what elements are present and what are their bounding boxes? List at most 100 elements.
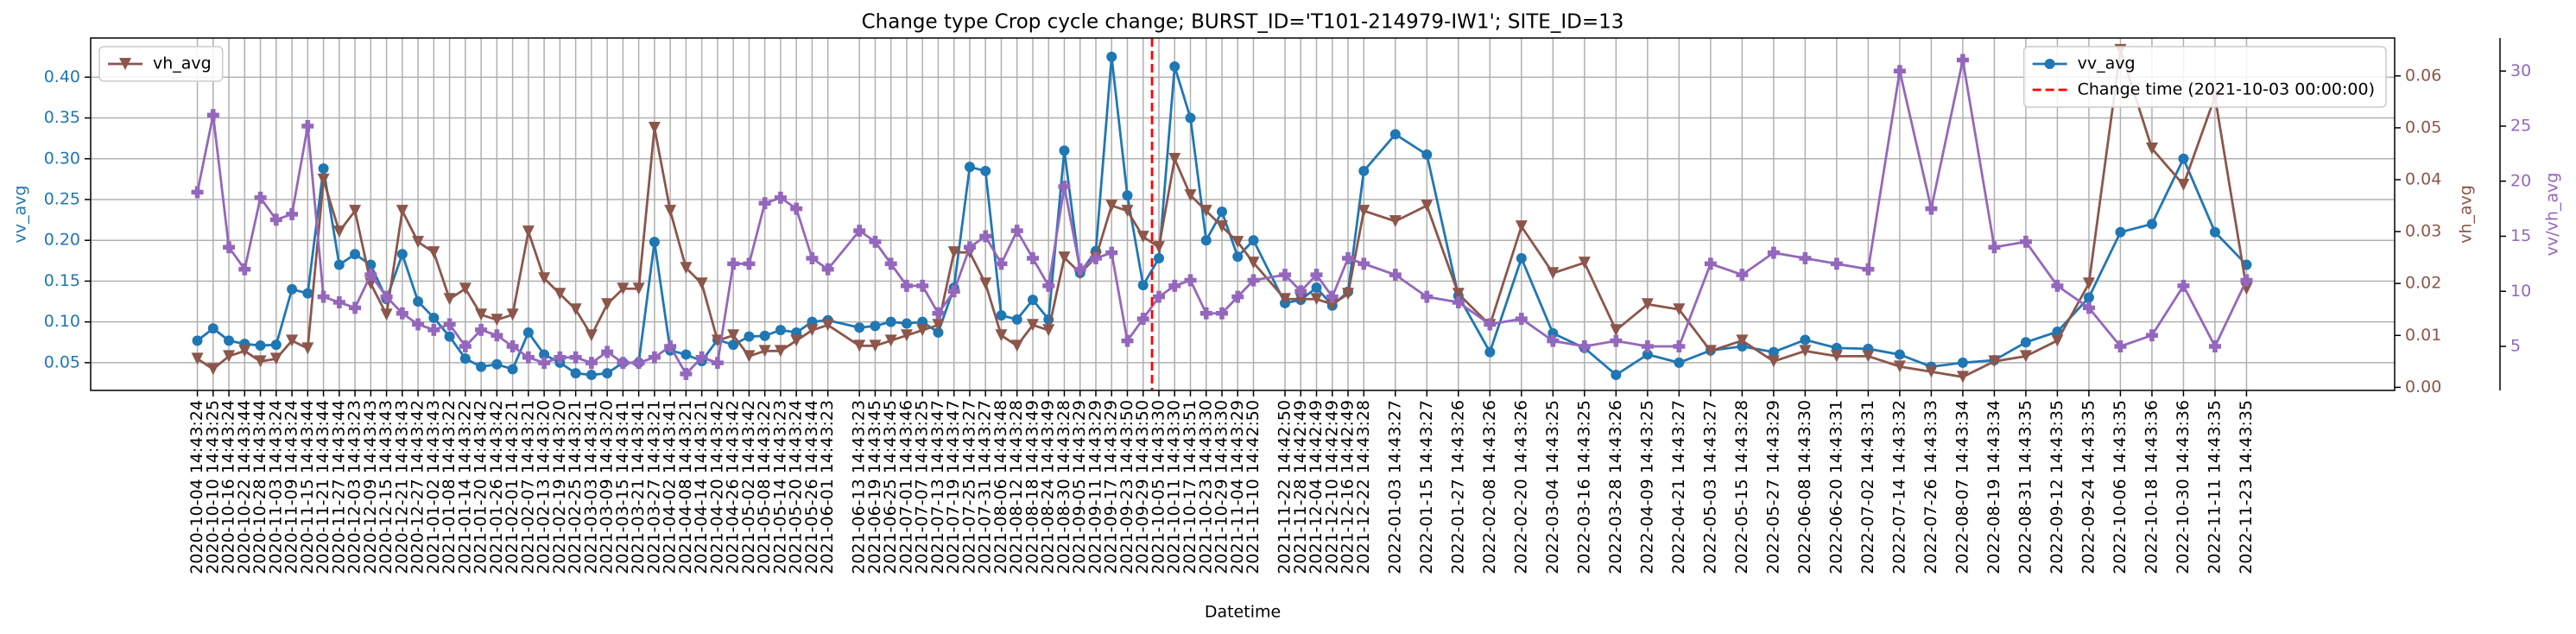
point [1389,129,1401,140]
point [491,358,503,370]
point [1326,298,1339,311]
point [2115,226,2126,238]
x-tick-label: 2021-07-07 14:43:25 [913,400,932,574]
point [1641,298,1654,311]
x-tick-label: 2021-09-29 14:43:50 [1133,400,1152,574]
y-tick-label: 0.05 [44,352,80,371]
point [1925,202,1938,215]
point [680,367,693,380]
point [350,249,361,260]
point [2020,337,2031,348]
point [1611,370,1622,381]
point [1768,346,1779,358]
x-tick-label: 2021-10-17 14:43:51 [1180,400,1199,574]
x-tick-label: 2022-08-31 14:43:35 [2016,400,2035,574]
point [413,296,424,307]
point [1342,288,1355,301]
x-tick-label: 2021-02-01 14:43:21 [503,400,522,574]
point [758,197,771,210]
point [1294,285,1307,298]
point [854,322,865,333]
y2-tick-label: 0.03 [2405,222,2441,241]
point [759,330,770,341]
point [632,357,645,370]
x-tick-label: 2020-10-10 14:43:25 [203,400,222,574]
point [1199,307,1212,320]
y3-tick-label: 10 [2510,282,2531,301]
point [996,310,1007,321]
point [349,301,362,314]
point [443,318,456,331]
point [554,351,566,364]
point [1642,349,1653,360]
point [979,230,992,243]
point [206,363,219,376]
y-tick-label: 0.10 [44,312,80,331]
x-tick-label: 2021-04-26 14:43:42 [724,400,743,574]
point [821,319,834,332]
x-tick-label: 2022-03-16 14:43:25 [1574,400,1593,574]
point [396,249,408,260]
point [1216,307,1229,320]
point [2146,219,2157,230]
x-tick-label: 2020-12-03 14:43:23 [345,400,364,574]
point [790,202,803,215]
point [1674,357,1685,368]
point [2208,340,2221,352]
point [617,357,630,370]
point [2083,292,2094,303]
point [569,303,582,316]
x-tick-label: 2022-10-30 14:43:36 [2174,400,2193,574]
y3-tick-label: 25 [2510,117,2531,136]
point [427,323,440,336]
legend-label: Change time (2021-10-03 00:00:00) [2078,80,2375,99]
x-tick-label: 2021-12-16 14:42:49 [1339,400,1358,574]
point [1358,205,1370,218]
x-tick-label: 2021-10-23 14:43:30 [1196,400,1215,574]
point [775,325,786,336]
point [507,364,518,375]
x-tick-label: 2021-07-13 14:43:47 [928,400,947,574]
x-tick-label: 2021-07-25 14:43:27 [959,400,978,574]
x-tick-label: 2022-10-18 14:43:36 [2142,400,2161,574]
x-tick-label: 2022-03-04 14:43:25 [1543,400,1562,574]
point [758,345,771,358]
x-tick-label: 2021-10-11 14:43:30 [1165,400,1184,574]
point [1704,257,1717,270]
point [1894,349,1905,360]
x-tick-label: 2021-11-28 14:42:49 [1291,400,1310,574]
x-tick-label: 2021-09-23 14:43:50 [1117,400,1136,574]
point [1610,334,1623,347]
point [695,277,708,290]
point [191,186,204,199]
point [269,213,282,226]
point [333,259,345,270]
chart-title: Change type Crop cycle change; BURST_ID=… [862,11,1624,34]
point [506,308,519,321]
point [1988,241,2001,254]
point [223,350,236,363]
point [980,165,991,176]
point [774,191,787,204]
x-tick-label: 2022-04-21 14:43:27 [1669,400,1688,574]
point [539,349,550,360]
point [459,282,472,295]
x-tick-label: 2022-11-11 14:43:35 [2205,400,2224,574]
point [476,361,487,372]
point [1122,190,1133,201]
point [602,368,613,379]
x-tick-label: 2021-01-14 14:43:22 [455,400,474,574]
point [332,225,345,238]
point [349,205,362,218]
point [538,272,551,285]
legend-box [2022,46,2387,108]
point [1121,205,1134,218]
point [1641,340,1654,352]
point [1421,290,1434,303]
point [1957,357,1968,368]
point [1231,290,1244,303]
x-tick-label: 2020-12-09 14:43:43 [361,400,380,574]
point [1200,235,1212,246]
point [1610,324,1623,337]
